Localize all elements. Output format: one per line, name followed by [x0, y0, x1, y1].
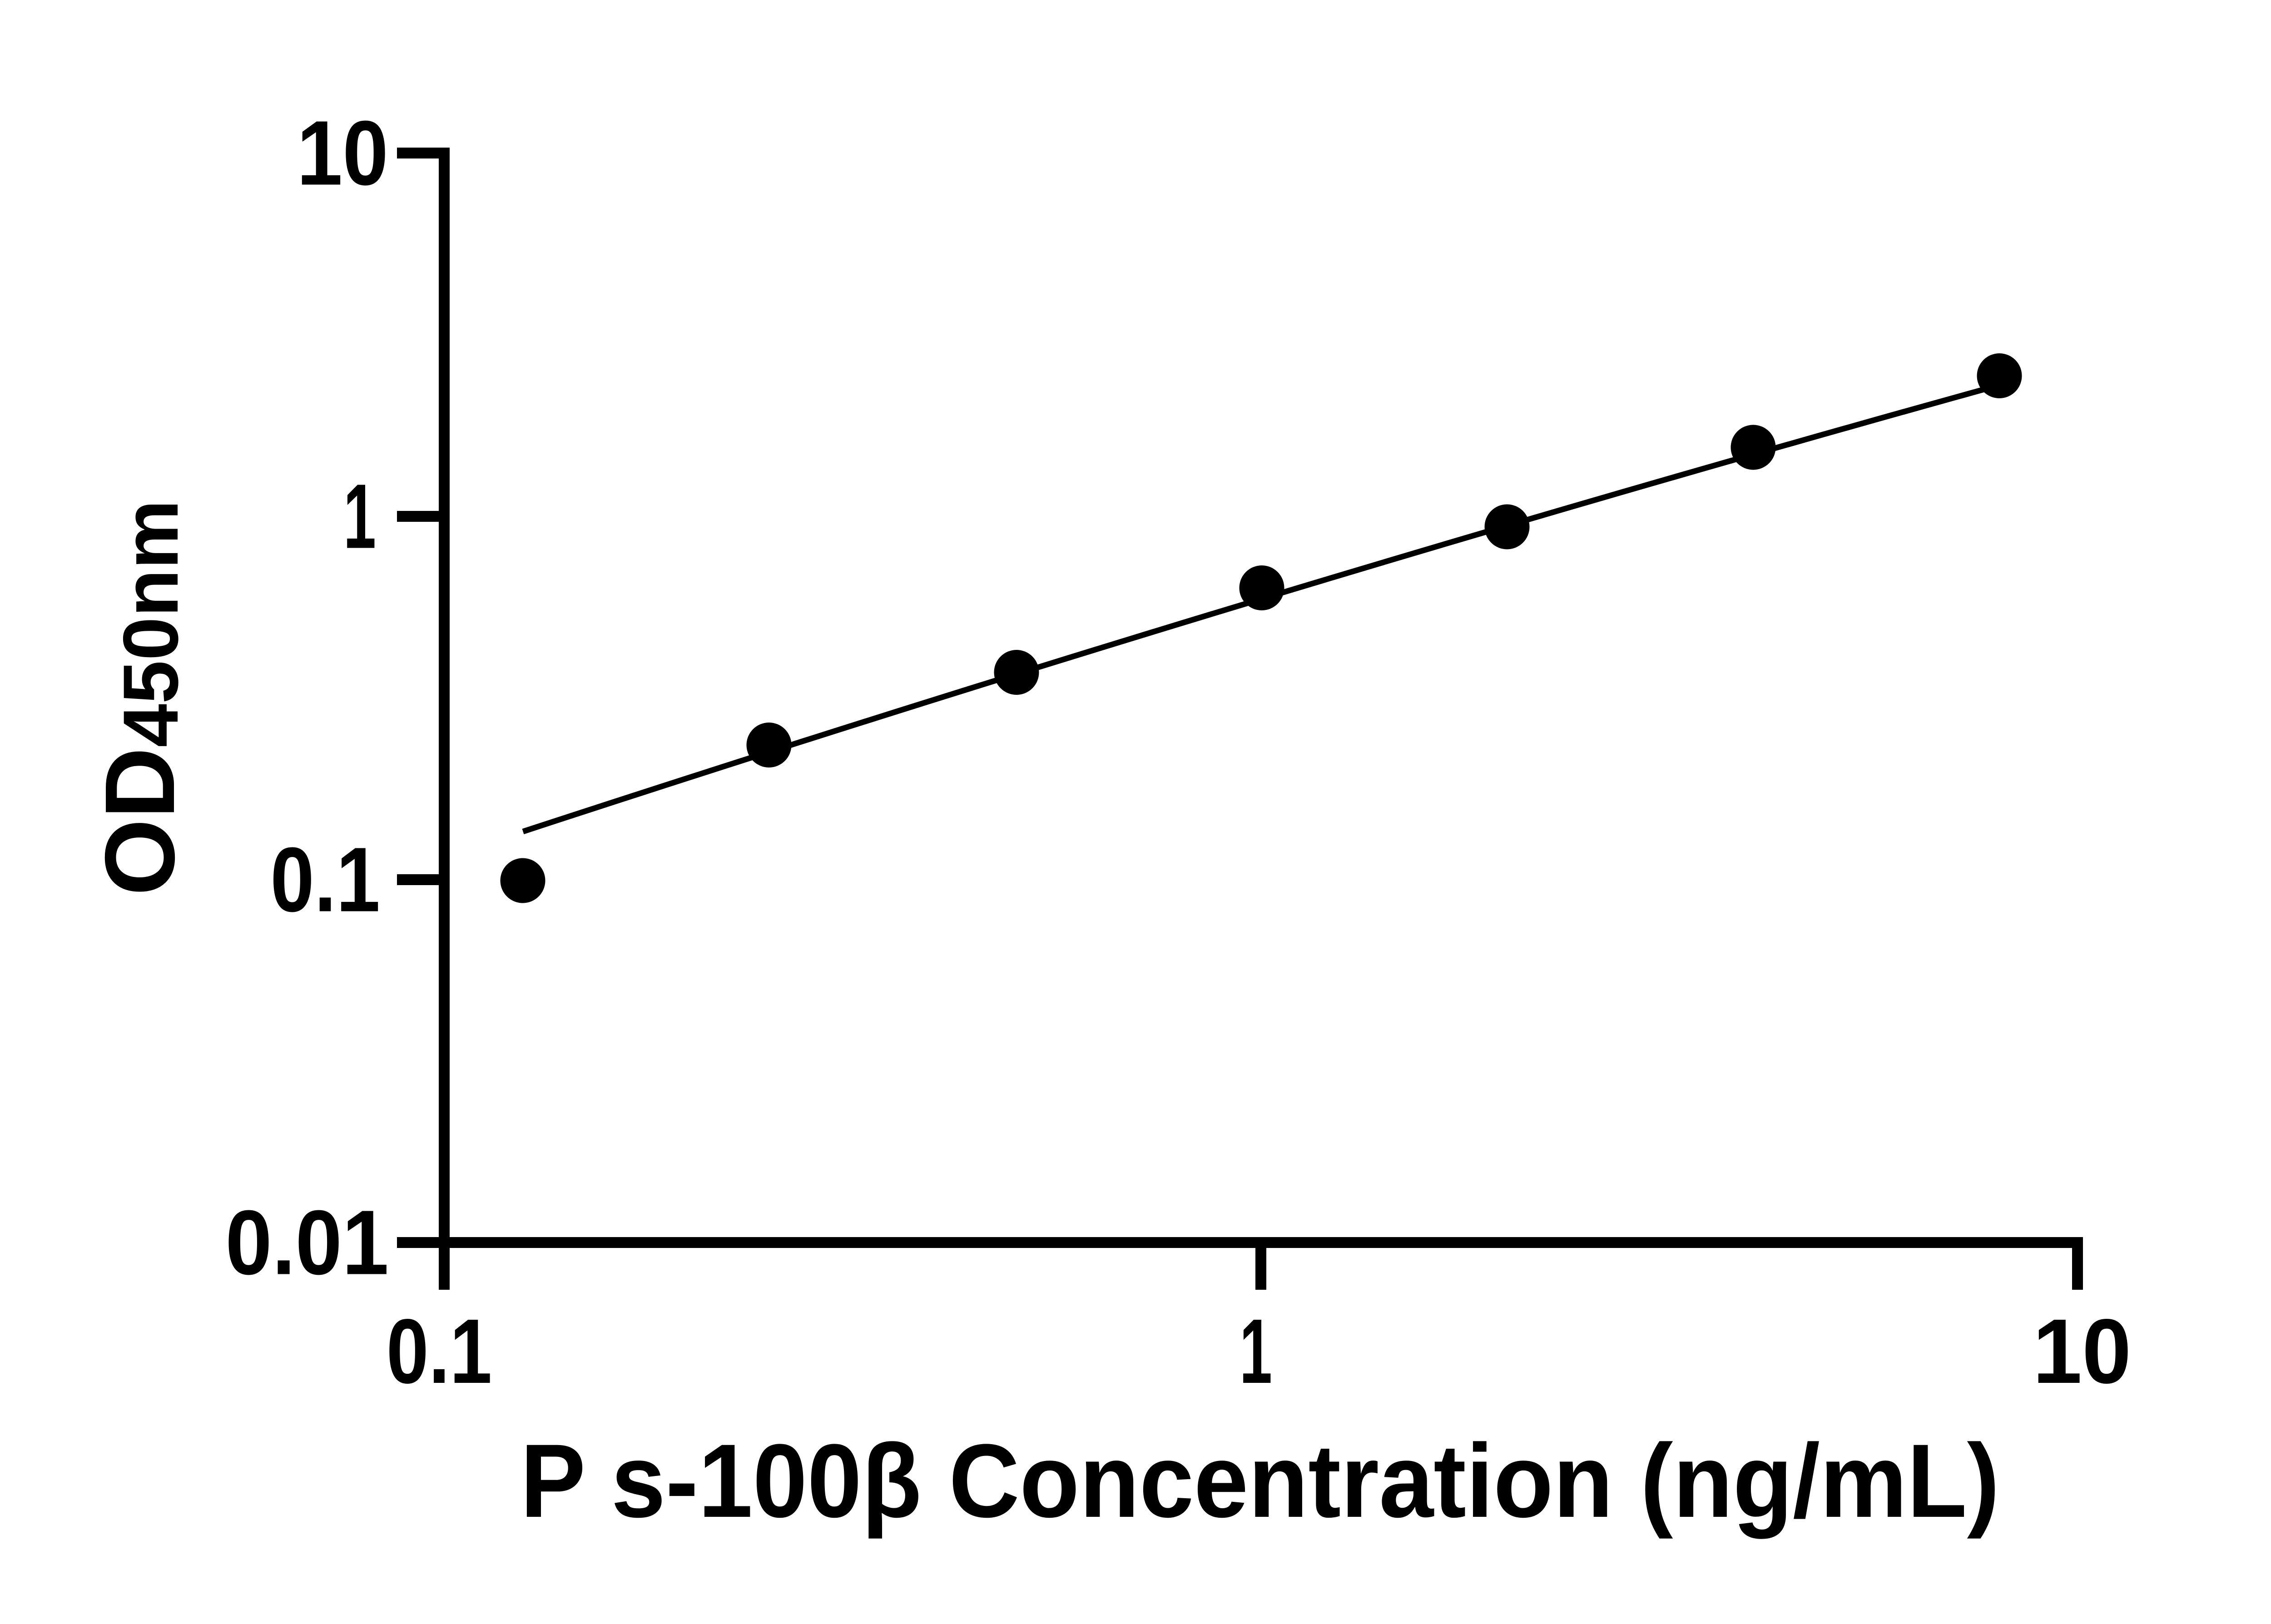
svg-text:1: 1 [1240, 1300, 1272, 1402]
svg-text:OD450nm: OD450nm [85, 500, 195, 896]
svg-text:10: 10 [297, 102, 388, 204]
svg-text:P s-100β Concentration (ng/mL): P s-100β Concentration (ng/mL) [521, 1422, 2000, 1539]
svg-text:0.01: 0.01 [225, 1191, 389, 1294]
svg-text:1: 1 [343, 465, 376, 568]
svg-text:10: 10 [2033, 1300, 2132, 1402]
svg-text:0.1: 0.1 [270, 828, 380, 931]
svg-text:0.1: 0.1 [387, 1300, 492, 1402]
